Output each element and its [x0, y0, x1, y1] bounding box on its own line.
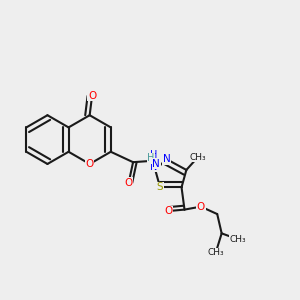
Text: CH₃: CH₃ [230, 235, 246, 244]
Text: O: O [124, 178, 133, 188]
Text: N: N [163, 154, 170, 164]
Text: H
N: H N [150, 150, 158, 172]
Text: O: O [85, 159, 94, 169]
Text: O: O [197, 202, 205, 212]
Text: H: H [147, 153, 155, 163]
Text: O: O [88, 91, 96, 101]
Text: CH₃: CH₃ [207, 248, 224, 257]
Text: CH₃: CH₃ [189, 153, 206, 162]
Text: S: S [157, 182, 164, 192]
Text: O: O [164, 206, 172, 216]
Text: N: N [152, 159, 160, 169]
